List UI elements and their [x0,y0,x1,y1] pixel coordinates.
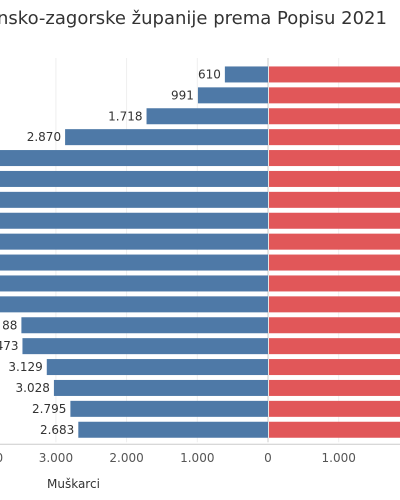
male-bar [0,212,268,229]
female-bar [269,421,400,438]
male-bar [0,233,268,250]
male-bar [21,317,268,334]
male-bar [0,296,269,313]
grid-lines [55,58,340,443]
male-bar [0,170,269,187]
data-label: 610 [198,67,221,81]
female-bar [269,150,400,167]
female-bar [269,87,400,104]
male-bar [78,421,269,438]
data-label: 1.718 [108,109,142,123]
tick-label: 0 [264,451,272,465]
female-bar [269,233,400,250]
data-label: 88 [2,318,17,332]
male-bar [0,150,269,167]
value-labels: 610 991 1.718 2.870 88 473 3.129 3.028 2.795 2.68… [0,67,221,436]
female-bar [269,338,400,355]
male-bar [0,191,268,208]
tick-label: 3.000 [39,451,73,465]
data-label: 991 [171,88,194,102]
female-bar [269,296,400,313]
male-bar [53,379,269,396]
data-label: 3.129 [8,360,42,374]
data-label: 2.683 [40,423,74,437]
male-bars [0,66,269,438]
female-bar [269,379,400,396]
female-bar [269,212,400,229]
female-bar [269,108,400,125]
chart-title: insko-zagorske županije prema Popisu 202… [0,8,387,29]
female-bar [269,66,400,83]
male-bar [224,66,268,83]
tick-label: 1.000 [180,451,214,465]
data-label: 3.028 [16,381,50,395]
male-bar [0,254,269,271]
tick-label: 0 [0,451,3,465]
data-label: 473 [0,339,18,353]
female-bar [269,400,400,417]
female-bar [269,191,400,208]
female-bar [269,359,400,376]
male-bar [70,400,269,417]
female-bar [269,129,400,146]
data-label: 2.795 [32,402,66,416]
female-bar [269,254,400,271]
female-bars [269,66,400,438]
tick-label: 1.000 [322,451,356,465]
male-bar [65,129,268,146]
female-bar [269,317,400,334]
female-bar [269,275,400,292]
tick-label: 2.000 [109,451,143,465]
male-bar [146,108,268,125]
male-bar [46,359,269,376]
male-bar [197,87,268,104]
male-bar [22,338,269,355]
data-label: 2.870 [27,130,61,144]
x-axis-title-muskarci: Muškarci [47,477,100,491]
female-bar [269,170,400,187]
male-bar [0,275,269,292]
